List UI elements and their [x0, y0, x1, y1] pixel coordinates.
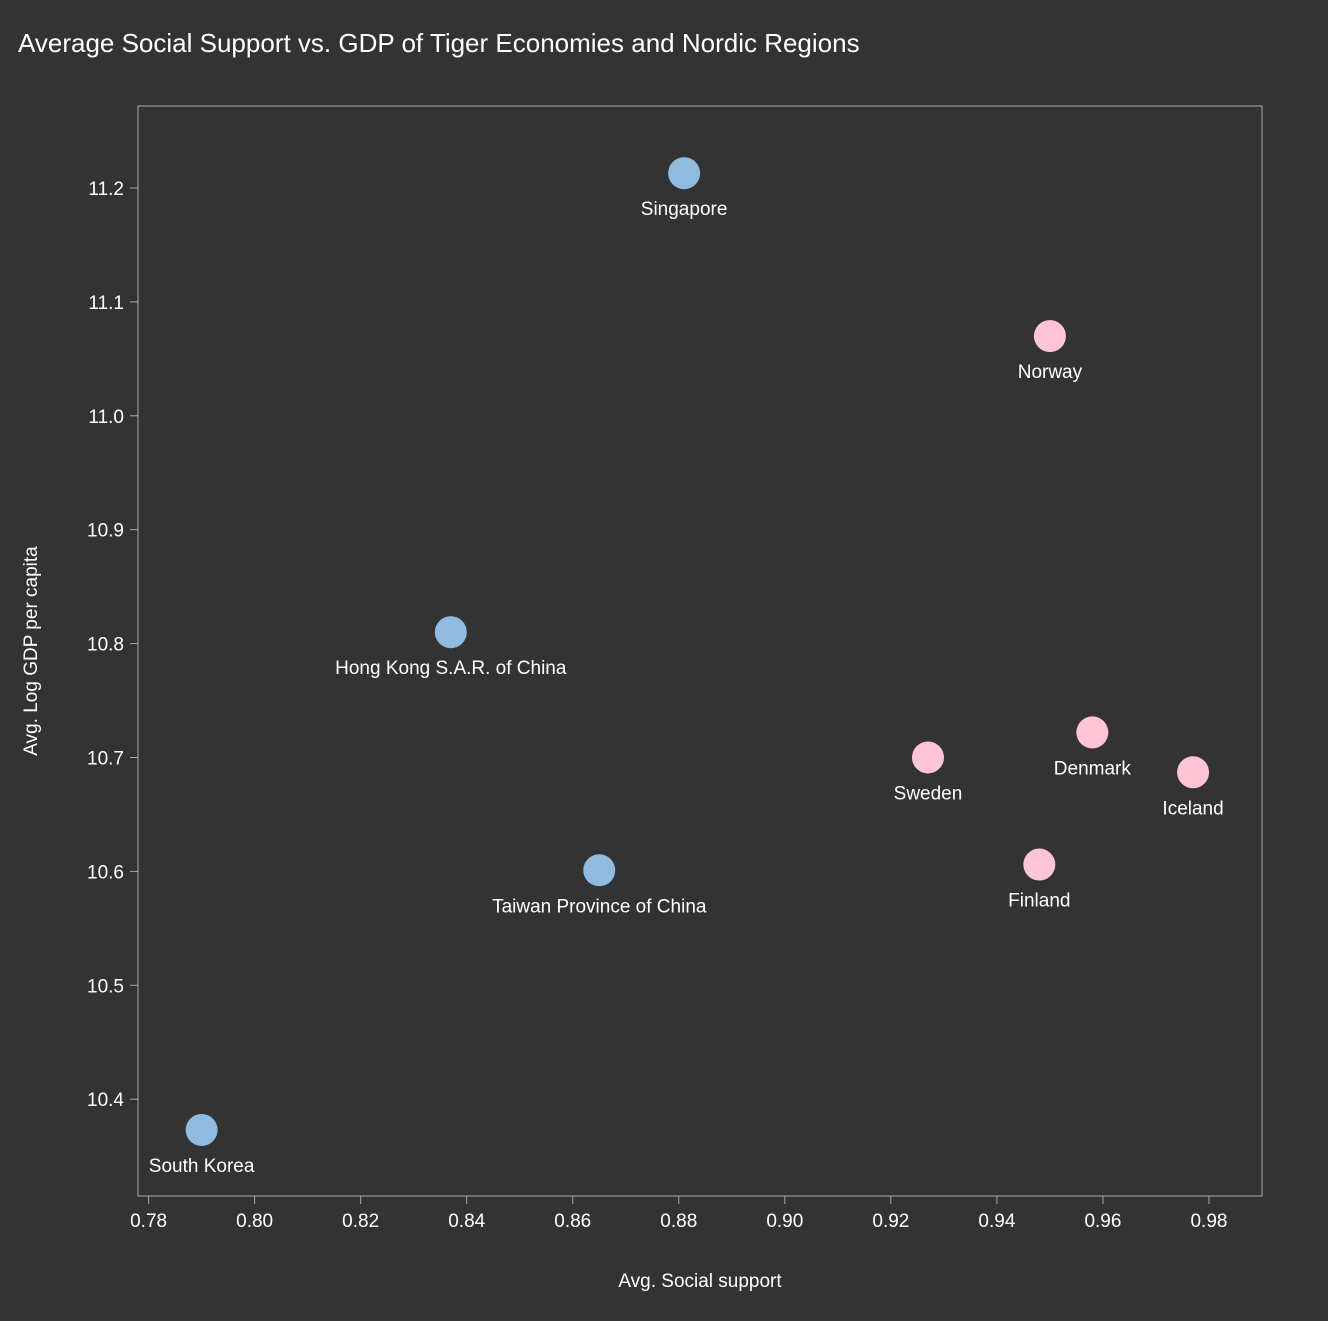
data-point: [434, 616, 467, 649]
x-tick-label: 0.86: [554, 1211, 591, 1232]
point-label: Denmark: [1054, 758, 1132, 779]
point-label: South Korea: [149, 1156, 255, 1177]
point-label: Singapore: [641, 199, 728, 220]
x-tick-label: 0.94: [978, 1211, 1015, 1232]
x-axis: 0.78 0.80 0.82 0.84 0.86 0.88 0.90 0.92 0.94 0.96…: [130, 1196, 1227, 1232]
point-label: Norway: [1018, 362, 1083, 383]
data-point: [911, 741, 944, 774]
data-point: [1023, 848, 1056, 881]
data-points: [185, 157, 1210, 1146]
plot-frame: [137, 105, 1263, 1197]
data-point: [185, 1113, 218, 1146]
x-tick-label: 0.78: [130, 1211, 167, 1232]
x-tick-label: 0.96: [1084, 1211, 1121, 1232]
y-tick-label: 11.1: [88, 293, 124, 314]
x-axis-title: Avg. Social support: [618, 1271, 782, 1292]
y-axis: 10.4 10.5 10.6 10.7 10.8 10.9 11.0 11.1 11.2: [87, 179, 138, 1111]
y-tick-label: 10.9: [87, 521, 124, 542]
y-axis-title: Avg. Log GDP per capita: [21, 546, 42, 756]
x-tick-label: 0.84: [448, 1211, 485, 1232]
data-point: [1033, 320, 1066, 353]
data-point: [1076, 716, 1109, 749]
x-tick-label: 0.90: [766, 1211, 803, 1232]
data-point: [668, 157, 701, 190]
point-label: Sweden: [894, 783, 963, 804]
data-point: [1177, 756, 1210, 789]
chart-title: Average Social Support vs. GDP of Tiger …: [18, 28, 860, 58]
point-label: Finland: [1008, 891, 1070, 912]
x-tick-label: 0.92: [872, 1211, 909, 1232]
y-tick-label: 10.7: [87, 748, 124, 769]
y-tick-label: 10.5: [87, 976, 124, 997]
y-tick-label: 10.6: [87, 862, 124, 883]
point-label: Taiwan Province of China: [492, 896, 707, 917]
x-tick-label: 0.82: [342, 1211, 379, 1232]
y-tick-label: 10.8: [87, 635, 124, 656]
y-tick-label: 11.0: [88, 407, 124, 428]
y-tick-label: 10.4: [87, 1090, 124, 1111]
point-label: Iceland: [1162, 798, 1223, 819]
y-tick-label: 11.2: [88, 179, 124, 200]
point-labels: Singapore Hong Kong S.A.R. of China Taiwan…: [149, 199, 1224, 1177]
x-tick-label: 0.80: [236, 1211, 273, 1232]
x-tick-label: 0.98: [1190, 1211, 1227, 1232]
data-point: [583, 854, 616, 887]
point-label: Hong Kong S.A.R. of China: [335, 658, 567, 679]
x-tick-label: 0.88: [660, 1211, 697, 1232]
